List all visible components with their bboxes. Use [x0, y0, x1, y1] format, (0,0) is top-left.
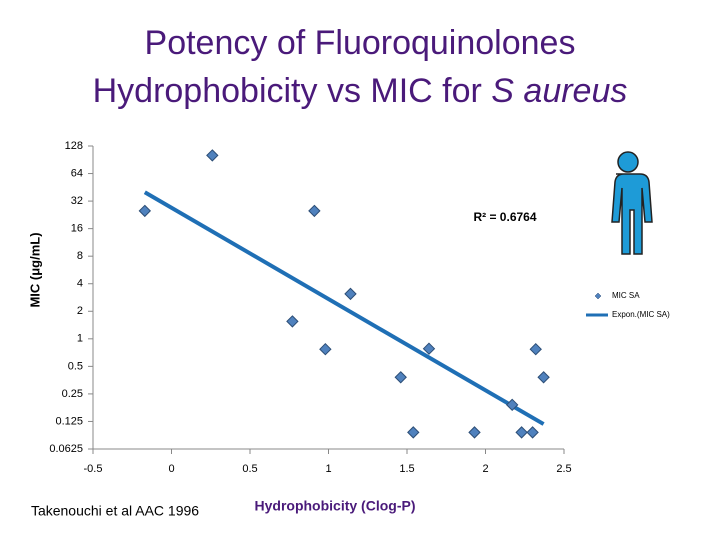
x-tick-label: -0.5 [84, 463, 103, 475]
y-tick-label: 2 [77, 305, 83, 317]
point [394, 371, 407, 384]
x-tick-label: 0 [168, 463, 174, 475]
point [206, 149, 219, 162]
point [286, 315, 299, 328]
r-squared: R² = 0.6764 [473, 210, 536, 224]
legend-label: Expon.(MIC SA) [612, 310, 670, 319]
y-tick-label: 0.125 [55, 415, 83, 427]
point [308, 204, 321, 218]
point [468, 426, 481, 439]
point [344, 287, 357, 301]
y-axis-label: MIC (μg/mL) [27, 232, 42, 307]
y-tick-label: 8 [77, 250, 83, 262]
y-tick-label: 0.0625 [49, 443, 83, 455]
x-tick-label: 1 [325, 463, 331, 475]
y-tick-label: 16 [71, 223, 83, 235]
person-icon [611, 151, 653, 255]
x-tick-label: 1.5 [399, 463, 414, 475]
title-line: Potency of Fluoroquinolones [145, 24, 576, 62]
point [319, 342, 332, 356]
y-tick-label: 64 [71, 167, 83, 179]
point [422, 342, 436, 355]
legend-marker [594, 292, 602, 300]
y-tick-label: 128 [65, 140, 83, 152]
legend-label: MIC SA [612, 291, 640, 300]
point [537, 371, 550, 384]
point [526, 426, 539, 439]
source: Takenouchi et al AAC 1996 [31, 503, 199, 519]
title-italic: S aureus [491, 72, 627, 110]
y-tick-label: 32 [71, 195, 83, 207]
y-tick-label: 0.5 [68, 360, 83, 372]
y-tick-label: 4 [77, 278, 83, 290]
y-tick-label: 1 [77, 333, 83, 345]
point [515, 426, 528, 439]
x-tick-label: 0.5 [242, 463, 257, 475]
point [138, 204, 152, 218]
title-line: Hydrophobicity vs MIC for S aureus [93, 72, 628, 110]
point [407, 426, 420, 439]
x-tick-label: 2 [482, 463, 488, 475]
point [529, 342, 542, 356]
trendline [143, 190, 545, 426]
title-text: Hydrophobicity vs MIC for [93, 72, 492, 110]
x-axis-label: Hydrophobicity (Clog-P) [255, 498, 416, 514]
y-tick-label: 0.25 [62, 388, 83, 400]
point [505, 398, 519, 412]
x-tick-label: 2.5 [556, 463, 571, 475]
